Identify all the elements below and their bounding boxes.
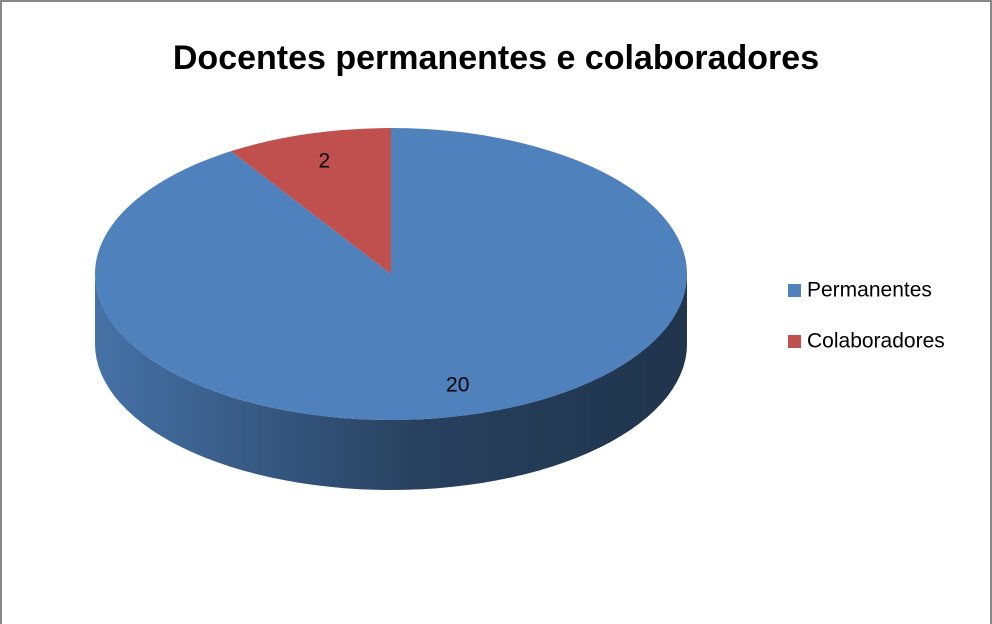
data-label: 20 xyxy=(446,374,469,397)
chart-title: Docentes permanentes e colaboradores xyxy=(173,39,819,77)
pie-slice xyxy=(230,128,391,274)
data-label: 2 xyxy=(318,149,330,172)
legend-label: Permanentes xyxy=(807,279,932,302)
legend-label: Colaboradores xyxy=(807,330,945,353)
pie-side-shade xyxy=(95,274,687,490)
legend-swatch xyxy=(788,284,801,297)
legend-swatch xyxy=(788,335,801,348)
